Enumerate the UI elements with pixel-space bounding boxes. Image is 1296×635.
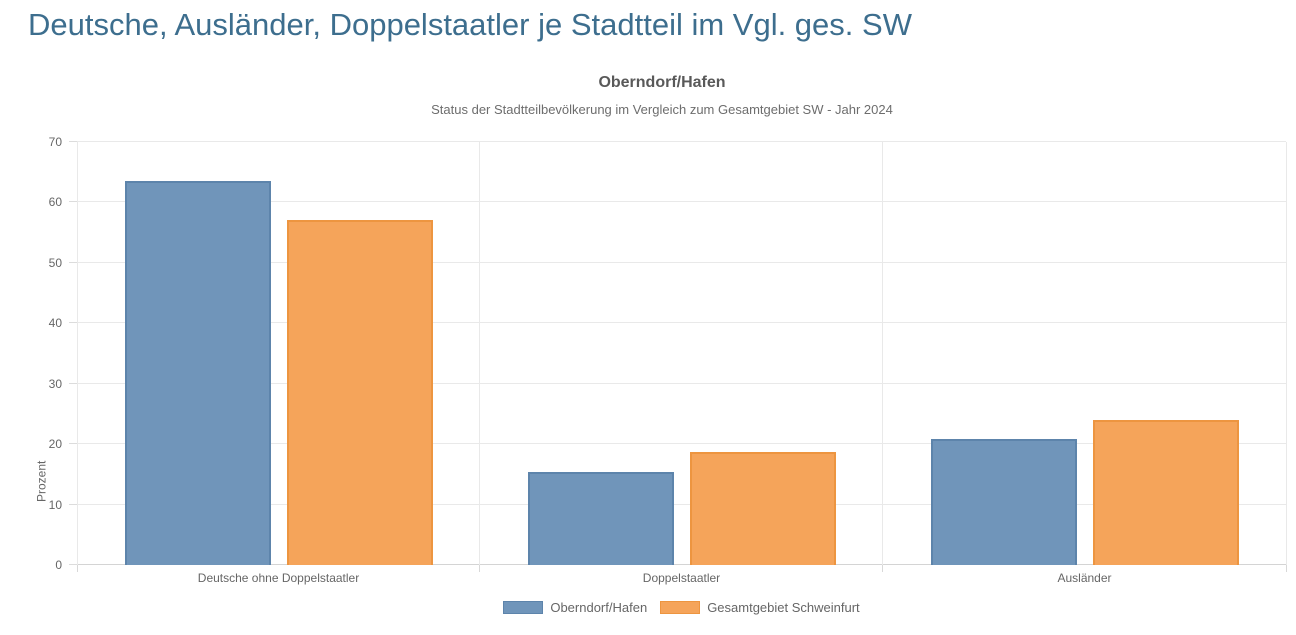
y-tick-label: 50 <box>48 255 62 270</box>
category-separator <box>76 142 78 565</box>
bar[interactable] <box>527 471 674 565</box>
gridline-0 <box>77 564 1286 565</box>
legend: Oberndorf/Hafen Gesamtgebiet Schweinfurt <box>77 600 1286 615</box>
legend-swatch <box>660 601 701 614</box>
chart-header: Oberndorf/Hafen Status der Stadtteilbevö… <box>28 74 1296 117</box>
gridline-50 <box>77 261 1286 263</box>
y-tick-mark <box>69 564 77 565</box>
x-tick-mark <box>479 565 481 572</box>
y-tick-label: 70 <box>48 135 62 149</box>
bar-group <box>480 142 883 565</box>
gridline-40 <box>77 322 1286 324</box>
bar[interactable] <box>124 180 271 565</box>
legend-swatch <box>503 601 544 614</box>
y-tick-label: 20 <box>48 437 62 452</box>
x-tick-mark <box>1285 565 1287 572</box>
legend-label: Gesamtgebiet Schweinfurt <box>707 600 860 615</box>
bar-group <box>77 142 480 565</box>
y-tick-label: 0 <box>55 558 62 572</box>
y-tick-mark <box>69 443 77 445</box>
y-tick-label: 30 <box>48 376 62 391</box>
bar[interactable] <box>286 219 433 565</box>
y-tick-mark <box>69 201 77 203</box>
legend-label: Oberndorf/Hafen <box>550 600 648 615</box>
category-separator <box>1285 142 1287 565</box>
gridline-70 <box>77 141 1286 142</box>
bar-group <box>883 142 1286 565</box>
gridline-20 <box>77 443 1286 445</box>
y-tick-mark <box>69 141 77 142</box>
bar[interactable] <box>689 452 836 565</box>
legend-item[interactable]: Oberndorf/Hafen <box>503 600 647 615</box>
y-axis: Prozent 0 10 20 30 40 50 60 70 <box>0 136 77 571</box>
chart-title: Oberndorf/Hafen <box>598 74 726 91</box>
y-tick-label: 40 <box>48 316 62 331</box>
category-separator <box>882 142 884 565</box>
page-title: Deutsche, Ausländer, Doppelstaatler je S… <box>28 7 912 42</box>
x-tick-mark <box>76 565 78 572</box>
bar[interactable] <box>1092 419 1239 565</box>
legend-item[interactable]: Gesamtgebiet Schweinfurt <box>660 600 860 615</box>
gridline-10 <box>77 503 1286 505</box>
chart-subtitle: Status der Stadtteilbevölkerung im Vergl… <box>431 102 893 117</box>
y-axis-title: Prozent <box>34 460 49 502</box>
gridline-60 <box>77 201 1286 203</box>
x-category-label: Doppelstaatler <box>642 571 721 585</box>
x-tick-mark <box>882 565 884 572</box>
gridline-30 <box>77 382 1286 384</box>
x-axis-labels: Deutsche ohne Doppelstaatler Doppelstaatl… <box>77 571 1286 585</box>
y-tick-label: 10 <box>48 497 62 512</box>
y-tick-mark <box>69 382 77 384</box>
plot-area <box>76 141 1287 572</box>
y-tick-mark <box>69 322 77 324</box>
x-category-label: Deutsche ohne Doppelstaatler <box>197 571 360 585</box>
y-tick-mark <box>69 261 77 263</box>
bar[interactable] <box>930 439 1077 565</box>
x-category-label: Ausländer <box>1057 571 1112 585</box>
y-tick-label: 60 <box>48 195 62 210</box>
y-tick-mark <box>69 503 77 505</box>
bar-groups <box>77 142 1286 565</box>
category-separator <box>479 142 481 565</box>
